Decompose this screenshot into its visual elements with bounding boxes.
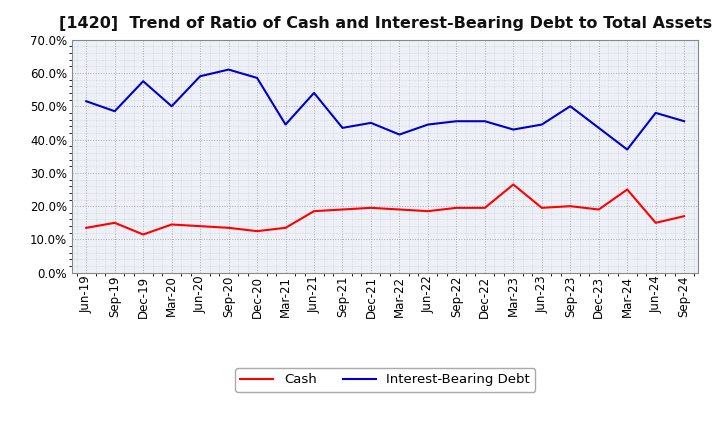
Interest-Bearing Debt (509, 127, 518, 132)
Cash (253, 228, 261, 234)
Interest-Bearing Debt (167, 103, 176, 109)
Cash (225, 225, 233, 231)
Cash (338, 207, 347, 212)
Cash (310, 209, 318, 214)
Interest-Bearing Debt (423, 122, 432, 127)
Interest-Bearing Debt (225, 67, 233, 72)
Cash (680, 213, 688, 219)
Cash (566, 204, 575, 209)
Cash (623, 187, 631, 192)
Interest-Bearing Debt (139, 79, 148, 84)
Cash (167, 222, 176, 227)
Cash (139, 232, 148, 237)
Interest-Bearing Debt (338, 125, 347, 131)
Interest-Bearing Debt (366, 120, 375, 125)
Interest-Bearing Debt (395, 132, 404, 137)
Cash (110, 220, 119, 225)
Interest-Bearing Debt (110, 109, 119, 114)
Cash (282, 225, 290, 231)
Cash (82, 225, 91, 231)
Line: Cash: Cash (86, 184, 684, 235)
Cash (652, 220, 660, 225)
Interest-Bearing Debt (680, 118, 688, 124)
Interest-Bearing Debt (196, 73, 204, 79)
Cash (480, 205, 489, 210)
Cash (595, 207, 603, 212)
Cash (395, 207, 404, 212)
Legend: Cash, Interest-Bearing Debt: Cash, Interest-Bearing Debt (235, 368, 536, 392)
Cash (452, 205, 461, 210)
Interest-Bearing Debt (310, 90, 318, 95)
Interest-Bearing Debt (537, 122, 546, 127)
Interest-Bearing Debt (595, 125, 603, 131)
Title: [1420]  Trend of Ratio of Cash and Interest-Bearing Debt to Total Assets: [1420] Trend of Ratio of Cash and Intere… (58, 16, 712, 32)
Interest-Bearing Debt (253, 75, 261, 81)
Interest-Bearing Debt (480, 118, 489, 124)
Interest-Bearing Debt (282, 122, 290, 127)
Interest-Bearing Debt (82, 99, 91, 104)
Line: Interest-Bearing Debt: Interest-Bearing Debt (86, 70, 684, 150)
Interest-Bearing Debt (566, 103, 575, 109)
Cash (366, 205, 375, 210)
Interest-Bearing Debt (652, 110, 660, 116)
Cash (537, 205, 546, 210)
Cash (423, 209, 432, 214)
Cash (509, 182, 518, 187)
Interest-Bearing Debt (623, 147, 631, 152)
Cash (196, 224, 204, 229)
Interest-Bearing Debt (452, 118, 461, 124)
